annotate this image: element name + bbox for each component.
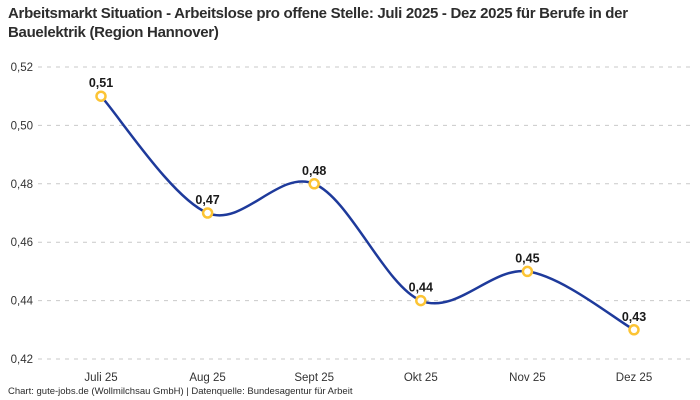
series-line	[99, 94, 636, 332]
y-tick-label: 0,46	[11, 237, 33, 249]
y-axis-tick-labels: 0,42 0,44 0,46 0,48 0,50 0,52	[11, 62, 34, 366]
data-point-label: 0,51	[89, 76, 113, 90]
data-point-marker	[308, 178, 320, 190]
y-tick-label: 0,50	[11, 120, 33, 132]
x-tick-label: Dez 25	[616, 372, 652, 384]
x-tick-label: Sept 25	[294, 372, 334, 384]
data-point-label: 0,43	[622, 310, 646, 324]
y-tick-label: 0,42	[11, 354, 33, 366]
data-point-label: 0,47	[195, 193, 219, 207]
data-point-label: 0,48	[302, 164, 326, 178]
y-tick-label: 0,44	[11, 296, 34, 308]
data-point-marker	[95, 90, 107, 102]
data-point-label: 0,44	[409, 281, 433, 295]
gridlines	[38, 66, 692, 360]
data-point-markers	[95, 90, 640, 336]
data-point-marker	[415, 294, 427, 307]
y-tick-label: 0,52	[11, 62, 33, 74]
data-point-marker	[201, 207, 214, 219]
x-tick-label: Okt 25	[404, 372, 438, 384]
chart-attribution: Chart: gute-jobs.de (Wollmilchsau GmbH) …	[8, 386, 353, 397]
y-tick-label: 0,48	[11, 179, 33, 191]
data-point-marker	[521, 265, 534, 278]
data-point-label: 0,45	[515, 251, 539, 265]
x-axis-tick-labels: Juli 25 Aug 25 Sept 25 Okt 25 Nov 25 Dez 25	[84, 372, 652, 384]
x-tick-label: Nov 25	[509, 372, 545, 384]
x-tick-label: Aug 25	[189, 372, 225, 384]
data-point-marker	[628, 324, 640, 336]
chart-title: Arbeitsmarkt Situation - Arbeitslose pro…	[8, 5, 628, 41]
x-tick-label: Juli 25	[84, 372, 117, 384]
data-point-labels: 0,51 0,47 0,48 0,44 0,45 0,43	[89, 76, 646, 324]
